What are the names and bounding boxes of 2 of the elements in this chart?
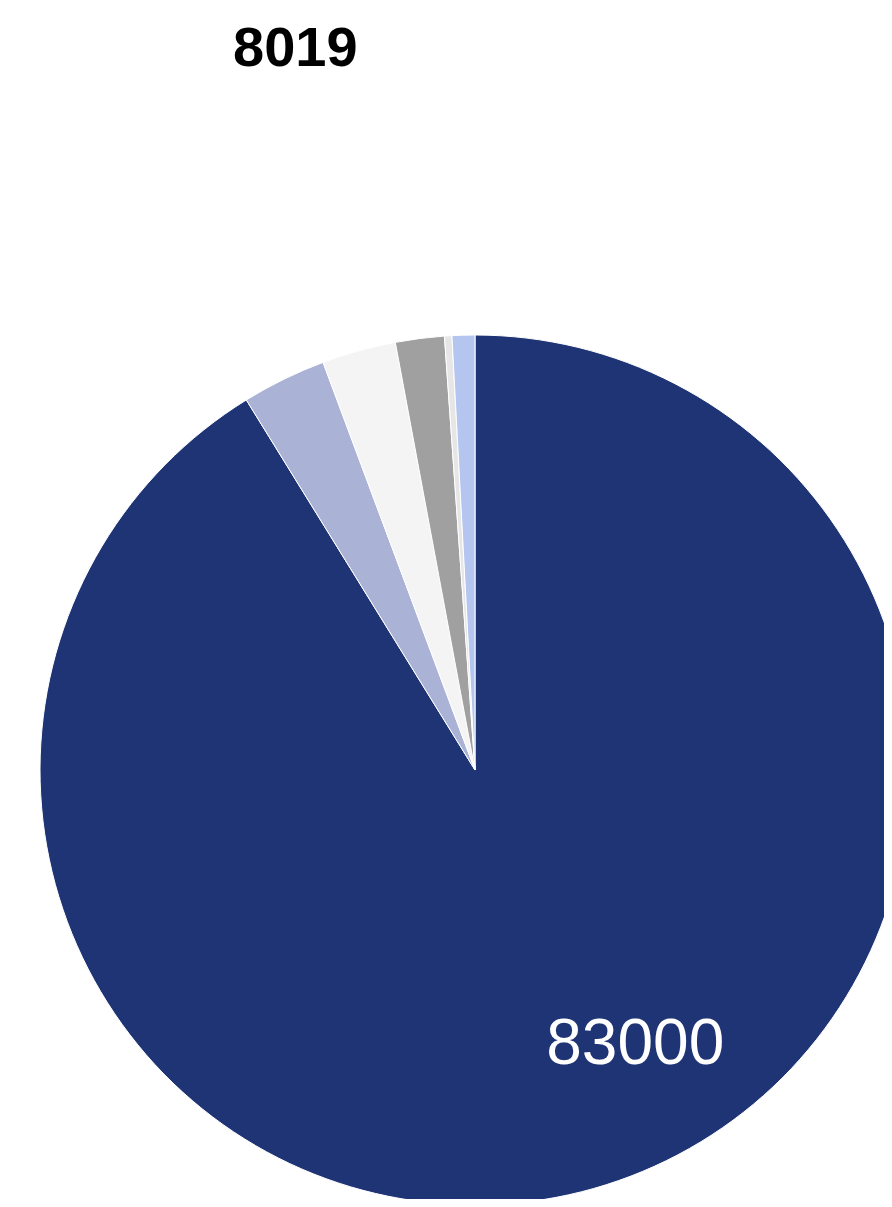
data-label: 83000 (546, 1006, 725, 1079)
text: 8019 (233, 14, 358, 78)
